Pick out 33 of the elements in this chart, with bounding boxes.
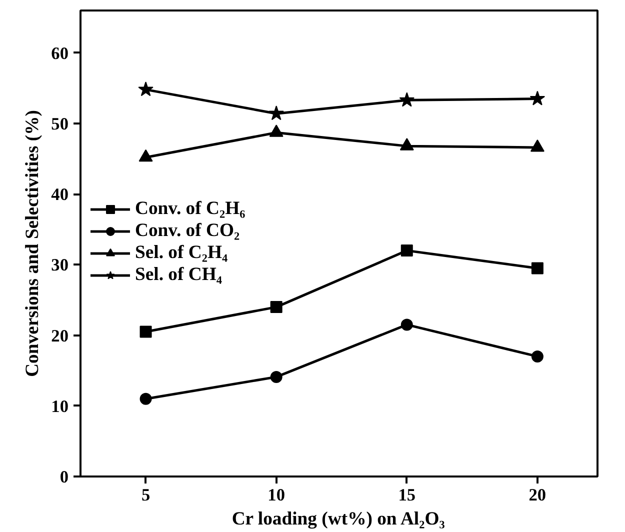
y-tick-label: 50 [51, 114, 68, 134]
x-tick-label: 20 [528, 486, 546, 504]
point [270, 370, 282, 383]
y-tick-label: 40 [51, 185, 68, 204]
point [268, 106, 284, 120]
y-tick-label: 20 [51, 326, 68, 346]
point [138, 149, 153, 162]
x-tick-label: 5 [141, 486, 150, 504]
legend-label: Conv. of CO₂ [135, 220, 240, 242]
point [138, 82, 154, 96]
point [140, 326, 152, 338]
point [531, 350, 544, 362]
x-tick-label: 10 [268, 486, 285, 504]
point [399, 92, 415, 107]
point [530, 90, 546, 106]
y-tick-label: 60 [51, 44, 68, 63]
point [400, 318, 413, 331]
point [270, 301, 282, 314]
point [140, 392, 152, 405]
y-tick-label: 10 [51, 396, 68, 416]
y-tick-label: 30 [51, 256, 68, 275]
point [531, 262, 544, 274]
point [269, 124, 284, 137]
legend-label: Sel. of CH₄ [135, 264, 222, 286]
point [530, 139, 544, 152]
legend-label: Sel. of C₂H₄ [135, 242, 228, 264]
y-axis-title: Conversions and Selectivities (%) [22, 110, 44, 377]
legend-label: Conv. of C₂H₆ [135, 198, 246, 220]
x-tick-label: 15 [398, 486, 416, 504]
point [400, 138, 414, 150]
x-axis-title: Cr loading (wt%) on Al₂O₃ [232, 508, 446, 530]
point [400, 244, 413, 257]
y-tick-label: 0 [60, 468, 69, 486]
